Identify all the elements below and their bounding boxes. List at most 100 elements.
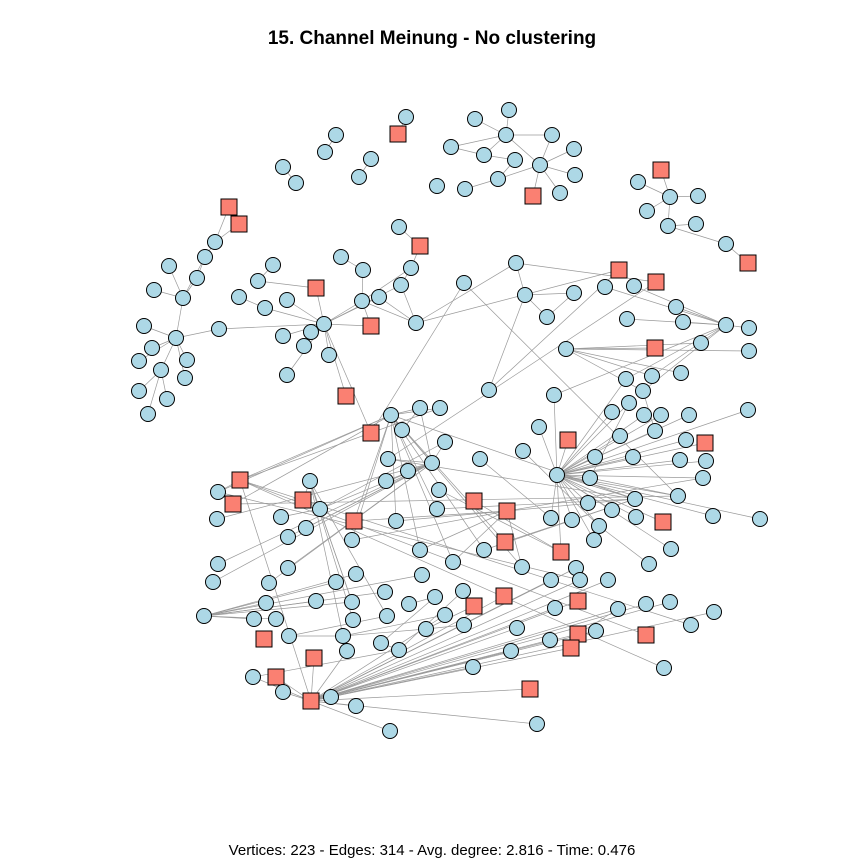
graph-edge: [309, 480, 353, 603]
circle-node: [258, 595, 274, 611]
circle-node: [273, 509, 289, 525]
circle-node: [377, 584, 393, 600]
circle-node: [345, 612, 361, 628]
circle-node: [582, 470, 598, 486]
graph-edge: [604, 286, 727, 326]
square-node: [739, 254, 757, 272]
square-node: [465, 492, 483, 510]
circle-node: [344, 532, 360, 548]
circle-node: [437, 434, 453, 450]
circle-node: [312, 501, 328, 517]
circle-node: [639, 203, 655, 219]
circle-node: [281, 628, 297, 644]
graph-edge: [323, 323, 372, 434]
square-node: [569, 592, 587, 610]
circle-node: [587, 449, 603, 465]
circle-node: [532, 157, 548, 173]
square-node: [496, 533, 514, 551]
graph-edge: [380, 596, 436, 644]
circle-node: [161, 258, 177, 274]
circle-node: [741, 343, 757, 359]
graph-edge: [556, 474, 562, 553]
circle-node: [333, 249, 349, 265]
square-node: [696, 434, 714, 452]
circle-node: [647, 423, 663, 439]
circle-node: [437, 607, 453, 623]
circle-node: [144, 340, 160, 356]
circle-node: [636, 407, 652, 423]
square-node: [637, 626, 655, 644]
circle-node: [303, 324, 319, 340]
circle-node: [507, 152, 523, 168]
circle-node: [136, 318, 152, 334]
graph-edge: [419, 407, 433, 464]
circle-node: [508, 255, 524, 271]
circle-node: [153, 362, 169, 378]
circle-node: [427, 589, 443, 605]
circle-node: [401, 596, 417, 612]
circle-node: [354, 293, 370, 309]
circle-node: [275, 684, 291, 700]
circle-node: [638, 596, 654, 612]
circle-node: [205, 574, 221, 590]
circle-node: [412, 400, 428, 416]
square-node: [610, 261, 628, 279]
square-node: [552, 543, 570, 561]
circle-node: [625, 449, 641, 465]
square-node: [411, 237, 429, 255]
circle-node: [693, 335, 709, 351]
circle-node: [663, 541, 679, 557]
circle-node: [344, 594, 360, 610]
circle-node: [246, 611, 262, 627]
square-node: [562, 639, 580, 657]
square-node: [521, 680, 539, 698]
graph-edge: [565, 342, 702, 350]
graph-edge: [452, 510, 508, 563]
circle-node: [529, 716, 545, 732]
circle-node: [280, 560, 296, 576]
circle-node: [408, 315, 424, 331]
circle-node: [641, 556, 657, 572]
graph-edge: [390, 414, 397, 522]
circle-node: [316, 316, 332, 332]
circle-node: [265, 257, 281, 273]
circle-node: [432, 400, 448, 416]
graph-edge: [264, 307, 325, 325]
circle-node: [580, 495, 596, 511]
circle-node: [424, 455, 440, 471]
graph-edge: [415, 262, 517, 324]
circle-node: [443, 139, 459, 155]
graph-edge: [216, 462, 433, 520]
circle-node: [626, 278, 642, 294]
circle-node: [296, 338, 312, 354]
square-node: [307, 279, 325, 297]
square-node: [652, 161, 670, 179]
circle-node: [481, 382, 497, 398]
square-node: [654, 513, 672, 531]
graph-edge: [556, 474, 679, 497]
graph-edge: [310, 688, 531, 702]
circle-node: [279, 292, 295, 308]
circle-node: [455, 583, 471, 599]
graph-edge: [556, 409, 749, 476]
circle-node: [627, 491, 643, 507]
square-node: [305, 649, 323, 667]
graph-edge: [353, 510, 508, 522]
circle-node: [635, 383, 651, 399]
circle-node: [543, 510, 559, 526]
circle-node: [414, 567, 430, 583]
circle-node: [175, 290, 191, 306]
graph-edge: [565, 347, 656, 350]
graph-edge: [556, 474, 595, 541]
graph-edge: [395, 510, 508, 522]
circle-node: [146, 282, 162, 298]
square-node: [231, 471, 249, 489]
graph-edge: [310, 579, 581, 702]
circle-node: [412, 542, 428, 558]
circle-node: [656, 660, 672, 676]
circle-node: [566, 285, 582, 301]
circle-node: [179, 352, 195, 368]
circle-node: [501, 102, 517, 118]
circle-node: [678, 432, 694, 448]
